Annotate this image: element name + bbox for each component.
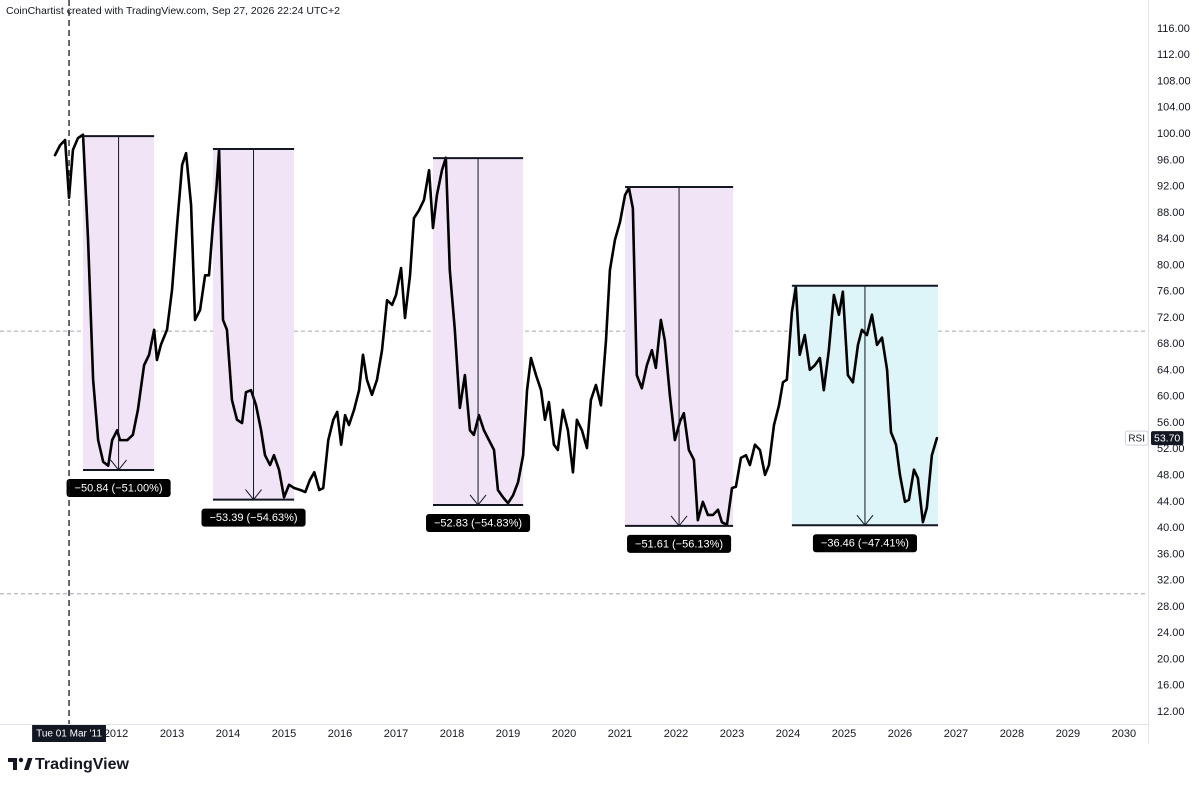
y-tick-label: 36.00 [1157, 548, 1185, 560]
plot-lines [53, 133, 939, 527]
x-tick-label: 2017 [384, 728, 408, 740]
y-tick-label: 56.00 [1157, 417, 1185, 429]
y-tick-label: 52.00 [1157, 443, 1185, 455]
measure-arrowhead [469, 494, 487, 506]
measure-label-bg [66, 478, 171, 497]
measure-label-bg [812, 534, 917, 553]
x-tick-label: 2018 [440, 728, 464, 740]
x-tick-label: 2016 [328, 728, 352, 740]
logo-mark [8, 758, 17, 770]
y-tick-label: 92.00 [1157, 181, 1185, 193]
measure-label-bg [426, 513, 531, 532]
last-value-tag: 53.70 [1151, 431, 1184, 446]
logo-text: TradingView [35, 756, 130, 773]
x-tick-label: 2015 [272, 728, 296, 740]
y-tick-label: 100.00 [1157, 128, 1191, 140]
y-tick-label: 76.00 [1157, 286, 1185, 298]
y-tick-label: 72.00 [1157, 312, 1185, 324]
y-tick-label: 44.00 [1157, 496, 1185, 508]
y-tick-label: 48.00 [1157, 469, 1185, 481]
rsi-line [53, 133, 939, 527]
measure-label-text: −36.46 (−47.41%) [821, 538, 909, 550]
x-tick-label: 2013 [160, 728, 184, 740]
y-tick-label: 84.00 [1157, 233, 1185, 245]
crosshair-label: Tue 01 Mar '11 [32, 725, 106, 742]
logo: TradingView [8, 756, 130, 773]
measure-label-text: −53.39 (−54.63%) [209, 512, 297, 524]
measure-arrowhead [856, 514, 874, 527]
measure-label: −51.61 (−56.13%) [627, 534, 732, 553]
y-tick-label: 20.00 [1157, 653, 1185, 665]
measure-label: −50.84 (−51.00%) [66, 478, 171, 497]
x-tick-label: 2026 [888, 728, 912, 740]
x-tick-label: 2023 [720, 728, 744, 740]
measure-label-bg [201, 508, 306, 527]
x-tick-label: 2025 [832, 728, 856, 740]
x-tick-label: 2028 [1000, 728, 1024, 740]
plot-front: −50.84 (−51.00%) −53.39 (−54.63%) −52.83 (… [66, 0, 939, 724]
y-tick-label: 108.00 [1157, 75, 1191, 87]
y-tick-label: 68.00 [1157, 338, 1185, 350]
y-tick-label: 104.00 [1157, 102, 1191, 114]
logo-mark [24, 758, 33, 770]
y-tick-label: 60.00 [1157, 391, 1185, 403]
measure-arrowhead [670, 515, 688, 527]
y-tick-label: 64.00 [1157, 364, 1185, 376]
last-value-label: 53.70 [1154, 432, 1180, 444]
x-tick-label: 2020 [552, 728, 576, 740]
x-tick-label: 2012 [104, 728, 128, 740]
y-tick-label: 112.00 [1157, 49, 1190, 61]
series-name-tag: RSI [1124, 430, 1149, 446]
logo-dot [18, 757, 24, 763]
y-tick-label: 96.00 [1157, 154, 1185, 166]
y-tick-label: 28.00 [1157, 601, 1185, 613]
measure-label: −36.46 (−47.41%) [812, 534, 917, 553]
x-tick-label: 2027 [944, 728, 968, 740]
y-tick-label: 80.00 [1157, 259, 1185, 271]
y-tick-label: 16.00 [1157, 680, 1185, 692]
series-name: RSI [1128, 433, 1145, 444]
x-tick-label: 2030 [1112, 728, 1136, 740]
y-tick-label: 32.00 [1157, 575, 1185, 587]
measure-label-text: −50.84 (−51.00%) [75, 482, 163, 494]
y-tick-label: 40.00 [1157, 522, 1185, 534]
last-value-bg [1151, 431, 1184, 446]
series-name-bg [1124, 430, 1149, 446]
measure-label: −53.39 (−54.63%) [201, 508, 306, 527]
x-tick-label: 2014 [216, 728, 240, 740]
measure-label-text: −52.83 (−54.83%) [434, 517, 522, 529]
x-tick-label: 2022 [664, 728, 688, 740]
measure-label-text: −51.61 (−56.13%) [635, 538, 723, 550]
y-tick-label: 12.00 [1157, 706, 1185, 718]
x-tick-label: 2019 [496, 728, 520, 740]
measure-label-bg [627, 534, 732, 553]
x-tick-label: 2024 [776, 728, 800, 740]
y-tick-label: 116.00 [1157, 23, 1190, 35]
x-tick-label: 2029 [1056, 728, 1080, 740]
measure-label: −52.83 (−54.83%) [426, 513, 531, 532]
crosshair-label-bg [32, 725, 106, 742]
y-tick-label: 88.00 [1157, 207, 1185, 219]
y-tick-label: 24.00 [1157, 627, 1185, 639]
x-tick-label: 2021 [608, 728, 632, 740]
header-text: CoinChartist created with TradingView.co… [6, 5, 340, 17]
crosshair-label-text: Tue 01 Mar '11 [36, 729, 102, 740]
measure-arrowhead [110, 459, 127, 471]
measure-arrowhead [245, 489, 262, 501]
